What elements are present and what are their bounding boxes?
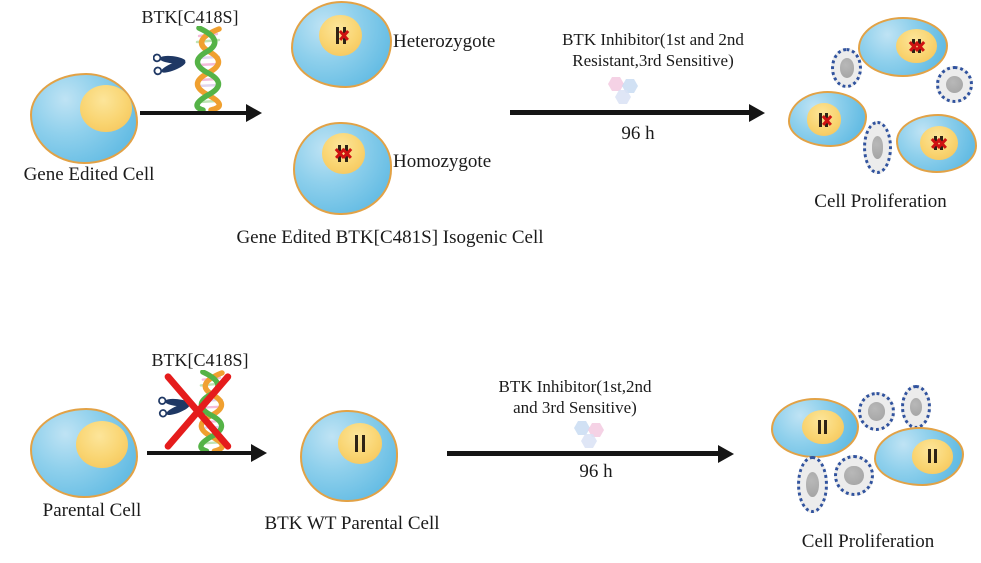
btk-inhibitor-line1: BTK Inhibitor(1st and 2nd [562,30,744,49]
chromosome [354,435,358,453]
cell-nucleus [912,439,954,474]
btk-c418s-label-top: BTK[C418S] [141,7,239,27]
btk-wt-parental-cell-label: BTK WT Parental Cell [264,513,440,534]
duration-bottom: 96 h [579,461,613,482]
apoptotic-nucleus [871,136,884,159]
apoptotic-nucleus [806,472,819,497]
apoptotic-cell [834,455,874,496]
cell-nucleus [919,125,959,160]
duration-top: 96 h [621,123,655,144]
apoptotic-cell [858,392,895,431]
btk-wt-parental-cell [300,410,398,502]
btk-inhibitor-line2: and 3rd Sensitive) [513,398,637,418]
proliferated-homozygote-cell [858,17,948,77]
drug-hexagon [615,90,631,104]
chromosome-mutated [918,38,922,53]
cell-nucleus [896,28,938,64]
chromosome [824,419,828,434]
btk-c418s-label-bottom: BTK[C418S] [151,350,249,370]
btk-inhibitor-line2: Resistant,3rd Sensitive) [572,51,734,71]
homozygote-label: Homozygote [393,151,492,172]
apoptotic-cell [863,121,892,174]
scissors-icon [152,53,186,76]
chromosome-mutated [338,144,342,162]
red-cross-icon [164,373,232,450]
chromosome [335,26,339,44]
proliferated-homozygote-cell [896,114,977,173]
gene-edited-cell [30,73,138,164]
parental-cell [30,408,138,498]
arrow-edit-top [140,104,262,122]
drug-hexagon [622,79,638,93]
chromosome-mutated [345,144,349,162]
arrow-treatment-top [510,103,765,122]
apoptotic-cell [936,66,973,103]
drug-molecules-icon [572,421,610,451]
chromosome [934,449,938,464]
drug-hexagon [581,434,597,448]
cell-nucleus [806,103,841,136]
apoptotic-cell [901,385,931,429]
cell-nucleus [337,423,382,464]
drug-molecules-icon [606,77,644,107]
apoptotic-cell [797,456,828,513]
chromosome [361,435,365,453]
parental-cell-label: Parental Cell [42,500,142,521]
proliferated-heterozygote-cell [788,91,867,147]
chromosome-mutated [825,112,829,127]
chromosome [928,449,932,464]
homozygote-cell [293,122,392,215]
drug-hexagon [574,421,590,435]
cell-proliferation-label-bottom: Cell Proliferation [801,531,935,552]
apoptotic-nucleus [844,465,864,486]
apoptotic-nucleus [867,402,886,421]
drug-hexagon [608,77,624,91]
cell-nucleus [321,132,366,174]
isogenic-cell-caption: Gene Edited BTK[C481S] Isogenic Cell [236,227,544,248]
apoptotic-cell [831,48,862,88]
heterozygote-cell [291,1,392,88]
apoptotic-nucleus [909,397,923,417]
scissors-icon [158,396,190,418]
cell-nucleus [75,421,128,468]
cell-nucleus [319,14,362,57]
gene-edited-cell-label: Gene Edited Cell [23,164,155,185]
cell-proliferation-label-top: Cell Proliferation [814,191,947,212]
arrow-edit-bottom [147,444,267,462]
btk-inhibitor-text-top: BTK Inhibitor(1st and 2nd Resistant,3rd … [543,29,763,72]
arrow-treatment-bottom [447,444,734,463]
proliferated-wt-cell [874,427,964,486]
chromosome-mutated [940,135,944,150]
crispr-dna-scissors-icon-crossed [156,369,236,454]
drug-hexagon [588,423,604,437]
heterozygote-label: Heterozygote [393,31,496,52]
btk-inhibitor-line1: BTK Inhibitor(1st,2nd [498,377,652,396]
cell-nucleus [79,84,132,132]
crispr-dna-scissors-icon [152,25,231,113]
chromosome-mutated [342,26,346,44]
apoptotic-nucleus [839,58,854,78]
proliferated-wt-cell [771,398,859,458]
btk-inhibitor-text-bottom: BTK Inhibitor(1st,2nd and 3rd Sensitive) [465,376,685,419]
apoptotic-nucleus [945,75,964,94]
chromosome [818,419,822,434]
cell-nucleus [801,409,844,445]
